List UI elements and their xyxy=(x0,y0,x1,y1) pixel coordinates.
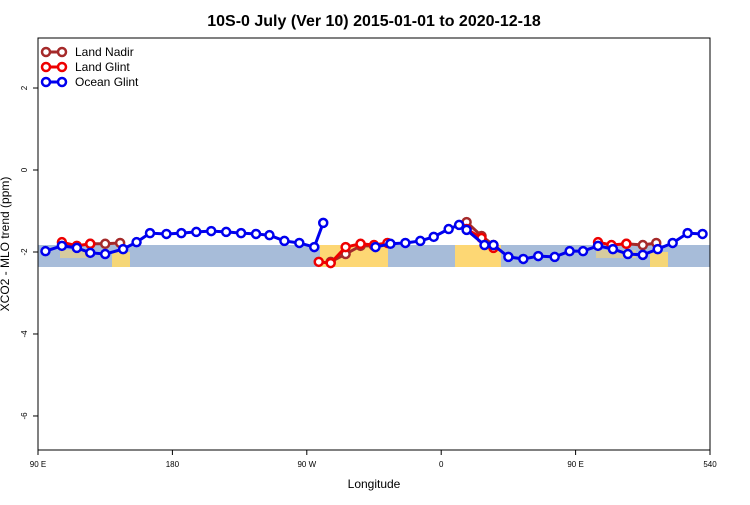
x-axis-label: Longitude xyxy=(348,477,401,491)
point xyxy=(443,223,454,235)
y-tick-label: -6 xyxy=(20,412,29,420)
point xyxy=(56,240,68,252)
point xyxy=(622,248,634,260)
point xyxy=(144,227,156,239)
point xyxy=(503,251,514,263)
point xyxy=(637,239,649,251)
point xyxy=(453,219,465,231)
point xyxy=(370,241,381,253)
point xyxy=(313,256,324,268)
point xyxy=(99,238,111,250)
point xyxy=(621,238,632,250)
map-strip xyxy=(38,245,710,267)
x-tick-label: 0 xyxy=(439,460,444,469)
x-tick-label: 90 E xyxy=(567,460,583,469)
point xyxy=(479,239,490,251)
point xyxy=(85,238,96,250)
point xyxy=(250,228,262,240)
x-tick-label: 90 W xyxy=(297,460,316,469)
y-axis-label: XCO2 - MLO trend (ppm) xyxy=(0,177,12,312)
point xyxy=(191,226,202,238)
legend-marker xyxy=(56,76,68,88)
point xyxy=(667,237,678,249)
point xyxy=(564,245,575,257)
point xyxy=(294,237,305,249)
x-tick-label: 540 xyxy=(703,460,717,469)
point xyxy=(355,238,366,250)
x-tick-label: 180 xyxy=(166,460,180,469)
point xyxy=(533,250,544,262)
point xyxy=(428,231,439,243)
point xyxy=(385,238,396,250)
point xyxy=(340,241,351,253)
point xyxy=(592,240,604,252)
point xyxy=(205,225,217,237)
point xyxy=(220,226,232,238)
point xyxy=(317,217,329,229)
point xyxy=(549,251,560,263)
legend-label: Ocean Glint xyxy=(75,75,139,89)
point xyxy=(325,257,336,269)
point xyxy=(117,243,129,255)
y-tick-label: -2 xyxy=(20,248,29,256)
point xyxy=(461,224,472,236)
point xyxy=(652,243,663,255)
legend-marker xyxy=(56,46,68,58)
point xyxy=(176,227,187,239)
y-tick-label: 2 xyxy=(20,85,29,90)
legend-marker xyxy=(40,46,52,58)
point xyxy=(131,236,142,248)
point xyxy=(682,227,693,239)
y-tick-label: 0 xyxy=(20,167,29,172)
point xyxy=(279,235,290,247)
legend-label: Land Glint xyxy=(75,60,130,74)
point xyxy=(697,228,708,240)
point xyxy=(518,253,529,265)
plot-frame xyxy=(37,37,711,451)
point xyxy=(161,228,172,240)
point xyxy=(637,249,649,261)
point xyxy=(415,235,426,247)
point xyxy=(400,237,411,249)
legend-label: Land Nadir xyxy=(75,45,134,59)
point xyxy=(607,243,619,255)
point xyxy=(309,241,320,253)
legend-marker xyxy=(40,61,52,73)
point xyxy=(488,239,499,251)
y-tick-label: -4 xyxy=(20,330,29,338)
x-tick-label: 90 E xyxy=(30,460,46,469)
point xyxy=(235,227,247,239)
point xyxy=(264,229,275,241)
point xyxy=(71,242,83,254)
point xyxy=(577,245,589,257)
point xyxy=(40,245,51,257)
legend-marker xyxy=(56,61,68,73)
point xyxy=(99,248,111,260)
legend-marker xyxy=(40,76,52,88)
point xyxy=(85,247,96,259)
chart-title: 10S-0 July (Ver 10) 2015-01-01 to 2020-1… xyxy=(207,13,541,30)
